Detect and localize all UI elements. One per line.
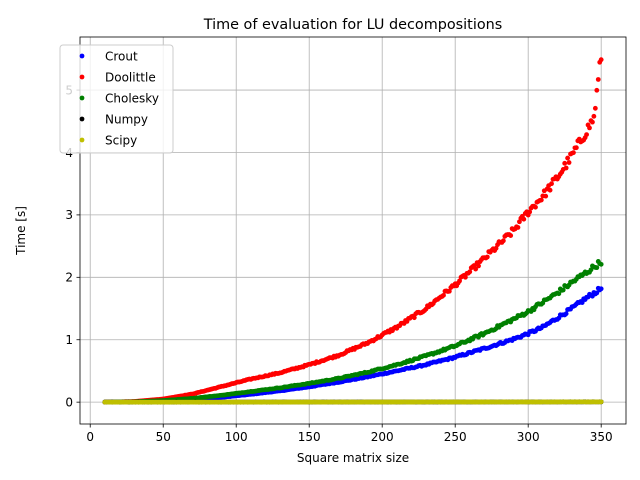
legend-label: Scipy [105, 133, 137, 147]
x-tick-label: 100 [225, 430, 248, 444]
data-point [598, 286, 604, 292]
chart-title: Time of evaluation for LU decompositions [203, 17, 503, 33]
data-point [566, 160, 572, 165]
y-axis-label: Time [s] [14, 206, 28, 256]
legend-marker [79, 95, 85, 101]
axis-ticks: 050100150200250300350012345 [65, 83, 612, 444]
x-tick-label: 350 [590, 430, 613, 444]
legend-label: Crout [105, 49, 138, 63]
data-point [563, 311, 569, 317]
legend-marker [79, 137, 85, 143]
plot-frame [79, 36, 627, 425]
data-point [579, 300, 585, 305]
data-point [543, 193, 549, 199]
legend-box [59, 44, 174, 154]
data-point [467, 269, 473, 275]
data-points [102, 57, 604, 405]
data-point [476, 263, 481, 269]
legend-marker [79, 74, 85, 80]
data-point [598, 57, 604, 63]
data-point [562, 160, 568, 166]
data-point [446, 288, 452, 294]
x-tick-label: 250 [444, 430, 467, 444]
data-point [592, 105, 598, 111]
x-tick-label: 50 [156, 430, 171, 444]
data-point [560, 287, 566, 293]
data-point [594, 265, 600, 271]
data-point [457, 278, 462, 284]
data-point [587, 125, 592, 131]
data-point [598, 399, 604, 405]
data-point [484, 254, 490, 260]
y-tick-label: 0 [65, 395, 73, 409]
data-point [595, 77, 601, 82]
data-point [547, 187, 553, 193]
data-point [463, 274, 468, 280]
data-point [533, 204, 538, 210]
series-scipy [102, 399, 604, 405]
data-point [594, 290, 600, 296]
x-tick-label: 200 [371, 430, 394, 444]
legend-label: Numpy [105, 112, 148, 126]
y-tick-label: 3 [65, 208, 73, 222]
data-point [598, 261, 604, 267]
legend-label: Doolittle [105, 70, 156, 84]
x-tick-label: 0 [86, 430, 94, 444]
data-point [563, 165, 569, 171]
x-tick-label: 300 [517, 430, 540, 444]
x-tick-label: 150 [298, 430, 321, 444]
x-axis-label: Square matrix size [297, 451, 409, 465]
legend-label: Cholesky [105, 91, 159, 105]
data-point [538, 197, 544, 203]
data-point [517, 219, 522, 225]
data-point [411, 315, 417, 321]
y-tick-label: 2 [65, 271, 73, 285]
data-point [508, 233, 514, 238]
data-point [565, 155, 571, 161]
data-point [493, 245, 499, 251]
data-point [571, 150, 576, 156]
data-point [441, 292, 446, 298]
data-point [556, 291, 562, 297]
data-point [500, 238, 506, 244]
legend: Crout Doolittle Cholesky Numpy Scipy [59, 44, 174, 154]
data-point [591, 113, 597, 119]
data-point [549, 181, 554, 187]
data-point [515, 225, 521, 230]
data-point [473, 266, 479, 272]
data-point [521, 216, 527, 222]
y-tick-label: 1 [65, 333, 73, 347]
data-point [573, 145, 579, 151]
data-point [590, 119, 595, 125]
data-point [594, 87, 600, 93]
data-point [584, 132, 589, 137]
data-point [527, 209, 533, 215]
legend-marker [79, 53, 85, 59]
legend-marker [79, 116, 85, 122]
